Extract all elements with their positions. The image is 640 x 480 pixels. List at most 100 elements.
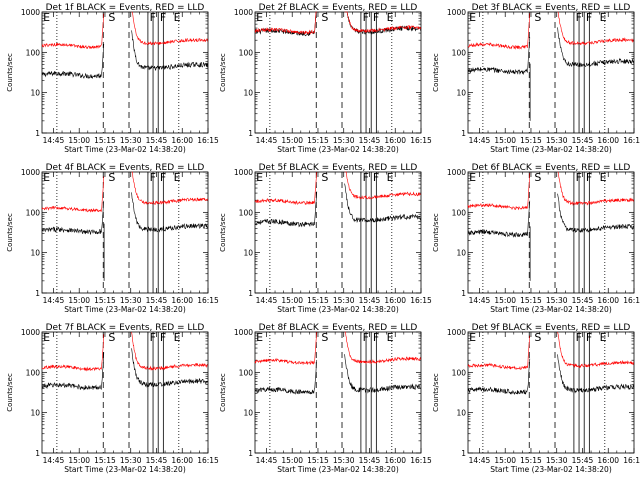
x-tick-label: 15:30 [333,296,355,305]
y-tick-label: 10 [243,409,253,418]
y-tick-label: 100 [239,368,254,377]
panel-letter-f: F [373,331,379,344]
lld-series-line [254,11,317,35]
x-tick-label: 16:15 [197,456,219,465]
events-series-line [254,360,318,395]
panel-title: Det 9f BLACK = Events, RED = LLD [472,323,631,333]
x-tick-label: 15:45 [146,136,168,145]
y-tick-label: 1 [461,129,466,138]
x-tick-label: 15:30 [546,136,568,145]
x-tick-label: 16:00 [171,456,193,465]
panel-letter-f: F [363,11,369,24]
events-series-line [131,192,208,233]
x-axis-label: Start Time (23-Mar-02 14:38:20) [277,145,399,154]
panel-letter-s: S [108,171,115,184]
panel-letter-e: E [387,331,394,344]
x-tick-label: 14:45 [256,456,278,465]
y-tick-label: 1000 [21,328,40,337]
lld-series-line [557,171,634,206]
x-tick-label: 15:15 [94,296,116,305]
panel-letter-s: S [108,331,115,344]
plot-frame [41,11,209,134]
x-tick-label: 15:30 [546,456,568,465]
lld-series-line [344,331,421,365]
y-tick-label: 100 [452,208,467,217]
panel-title: Det 6f BLACK = Events, RED = LLD [472,163,631,173]
x-tick-label: 14:45 [469,296,491,305]
y-tick-label: 1000 [234,8,253,17]
panel-letter-e: E [600,171,607,184]
x-tick-label: 15:00 [68,296,90,305]
panel-letter-e: E [174,171,181,184]
panel-letter-e: E [256,171,263,184]
panel-letter-e: E [469,11,476,24]
panel-det-8: Det 8f BLACK = Events, RED = LLD 1 10 100 10… [219,323,432,474]
x-tick-label: 15:00 [281,456,303,465]
y-axis-label: Counts/sec [6,213,14,252]
y-tick-label: 10 [243,249,253,258]
lld-series-line [131,11,208,46]
x-tick-label: 14:45 [43,456,65,465]
events-series-line [131,30,208,71]
panel-title: Det 7f BLACK = Events, RED = LLD [46,323,205,333]
y-tick-label: 1 [248,129,253,138]
y-tick-label: 100 [239,208,254,217]
y-axis-label: Counts/sec [219,373,227,412]
x-tick-label: 16:00 [171,136,193,145]
x-tick-label: 15:45 [359,456,381,465]
panel-letter-s: S [321,331,328,344]
plot-frame [254,11,422,134]
y-tick-label: 10 [456,89,466,98]
x-tick-label: 16:00 [597,296,619,305]
x-tick-label: 14:45 [43,136,65,145]
panel-letter-e: E [256,11,263,24]
x-tick-label: 15:30 [333,456,355,465]
y-tick-label: 1 [248,289,253,298]
x-tick-label: 15:45 [359,136,381,145]
panel-letter-f: F [373,171,379,184]
x-tick-label: 15:45 [572,296,594,305]
events-series-line [557,354,634,394]
lld-series-line [41,176,105,213]
y-tick-label: 1000 [447,8,466,17]
panel-letter-f: F [363,171,369,184]
events-series-line [131,348,208,388]
events-series-line [557,27,634,68]
events-series-line [254,191,318,228]
x-tick-label: 15:15 [307,136,329,145]
panel-title: Det 3f BLACK = Events, RED = LLD [472,3,631,13]
events-series-line [41,352,105,391]
x-tick-label: 16:00 [597,456,619,465]
x-tick-label: 14:45 [256,136,278,145]
x-tick-label: 15:45 [572,456,594,465]
panel-title: Det 5f BLACK = Events, RED = LLD [259,163,418,173]
plot-frame [41,171,209,294]
plot-frame [467,11,635,134]
panel-letter-f: F [363,331,369,344]
plot-frame [467,171,635,294]
x-tick-label: 15:00 [494,296,516,305]
lld-series-line [467,13,531,50]
plot-frame [254,331,422,454]
x-tick-label: 15:00 [281,136,303,145]
panel-letter-e: E [43,11,50,24]
lld-series-line [344,171,421,200]
panel-det-2: Det 2f BLACK = Events, RED = LLD 1 10 100 10… [219,3,432,154]
events-series-line [467,358,531,396]
y-tick-label: 10 [30,409,40,418]
lld-series-line [254,171,318,205]
panel-letter-f: F [586,11,592,24]
y-tick-label: 1000 [447,328,466,337]
y-axis-label: Counts/sec [432,373,440,412]
y-tick-label: 1000 [21,168,40,177]
panel-letter-f: F [150,331,156,344]
y-tick-label: 1 [248,449,253,458]
panel-letter-s: S [321,171,328,184]
x-tick-label: 15:30 [546,296,568,305]
x-tick-label: 16:00 [384,136,406,145]
panel-letter-s: S [534,11,541,24]
panel-letter-e: E [387,171,394,184]
x-axis-label: Start Time (23-Mar-02 14:38:20) [277,465,399,474]
panel-letter-f: F [586,331,592,344]
lld-series-line [41,334,105,372]
